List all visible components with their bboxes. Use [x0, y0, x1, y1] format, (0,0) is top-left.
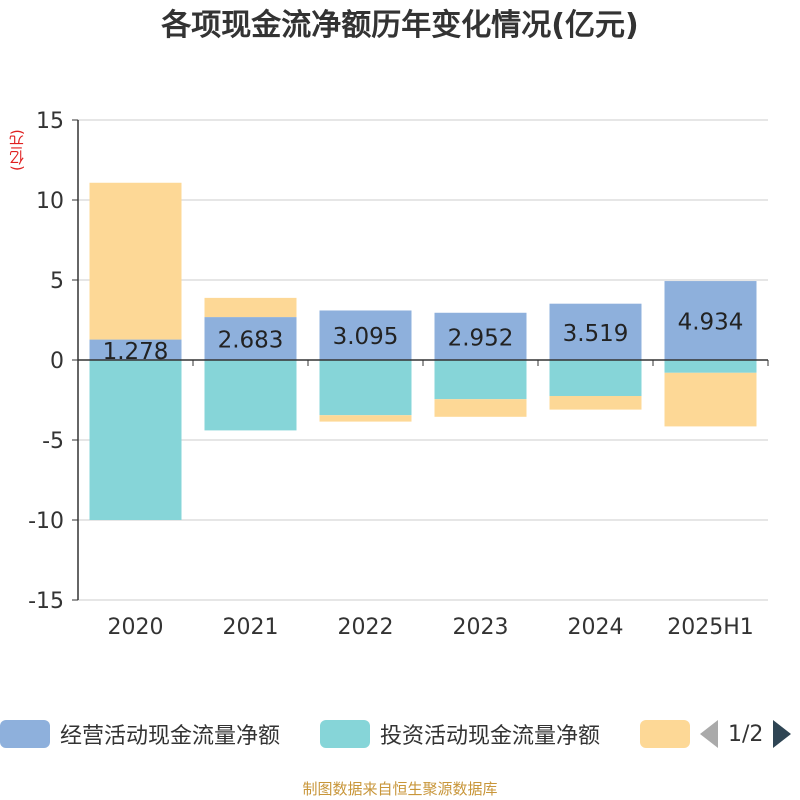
bar-series2-2020	[89, 360, 182, 520]
legend-label-operating: 经营活动现金流量净额	[60, 724, 281, 749]
bar-series3-2022	[319, 415, 412, 422]
bar-series2-2023	[434, 360, 527, 400]
data-label: 1.278	[103, 339, 169, 365]
data-label: 4.934	[678, 310, 744, 336]
bar-series3-2020	[89, 182, 182, 340]
bar-series1-2022	[319, 310, 412, 360]
legend-page-indicator: 1/2	[728, 721, 764, 747]
source-footer: 制图数据来自恒生聚源数据库	[302, 780, 498, 798]
y-tick-label: 5	[50, 269, 64, 294]
bar-series2-2022	[319, 360, 412, 416]
bar-series1-2023	[434, 312, 527, 360]
x-tick-label: 2025H1	[667, 615, 754, 640]
bar-series2-2021	[204, 360, 297, 431]
legend-item-financing[interactable]	[640, 720, 700, 748]
x-tick-label: 2020	[108, 615, 164, 640]
y-tick-label: 15	[36, 109, 64, 134]
chart-title: 各项现金流净额历年变化情况(亿元)	[161, 8, 639, 43]
legend-label-investing: 投资活动现金流量净额	[380, 724, 601, 749]
legend-swatch-investing	[320, 720, 370, 748]
legend-pager: 1/2	[700, 720, 792, 748]
next-page-icon[interactable]	[773, 720, 792, 748]
bar-chart: 15 10 5 0 -5 -10 -15 1.278 2.683 3.095 2.952 3.519 4…	[28, 109, 769, 640]
legend-swatch-operating	[0, 720, 50, 748]
x-tick-label: 2024	[568, 615, 624, 640]
bar-series2-2024	[549, 360, 642, 396]
bar-series2-2025H1	[664, 360, 757, 373]
legend-item-investing[interactable]: 投资活动现金流量净额	[320, 720, 601, 749]
y-tick-label: -15	[28, 589, 64, 614]
x-tick-label: 2023	[453, 615, 509, 640]
data-label: 2.952	[448, 325, 514, 351]
data-label: 3.519	[563, 321, 629, 347]
y-tick-label: -5	[42, 429, 64, 454]
legend-item-operating[interactable]: 经营活动现金流量净额	[0, 720, 281, 749]
y-tick-label: -10	[28, 509, 64, 534]
bar-series1-2025H1	[664, 281, 757, 360]
legend: 经营活动现金流量净额 投资活动现金流量净额 1/2	[0, 712, 800, 756]
data-label: 2.683	[218, 328, 284, 354]
bar-series3-2021	[204, 297, 297, 318]
x-tick-label: 2021	[223, 615, 279, 640]
x-tick-label: 2022	[338, 615, 394, 640]
y-tick-label: 0	[50, 349, 64, 374]
bar-series3-2024	[549, 396, 642, 410]
prev-page-icon[interactable]	[700, 720, 718, 748]
legend-swatch-financing	[640, 720, 690, 748]
bar-series3-2025H1	[664, 372, 757, 427]
bar-series1-2021	[204, 317, 297, 360]
y-tick-label: 10	[36, 189, 64, 214]
bar-series1-2020	[89, 339, 182, 360]
data-label: 3.095	[333, 324, 399, 350]
bar-series1-2024	[549, 303, 642, 360]
bar-series3-2023	[434, 399, 527, 417]
